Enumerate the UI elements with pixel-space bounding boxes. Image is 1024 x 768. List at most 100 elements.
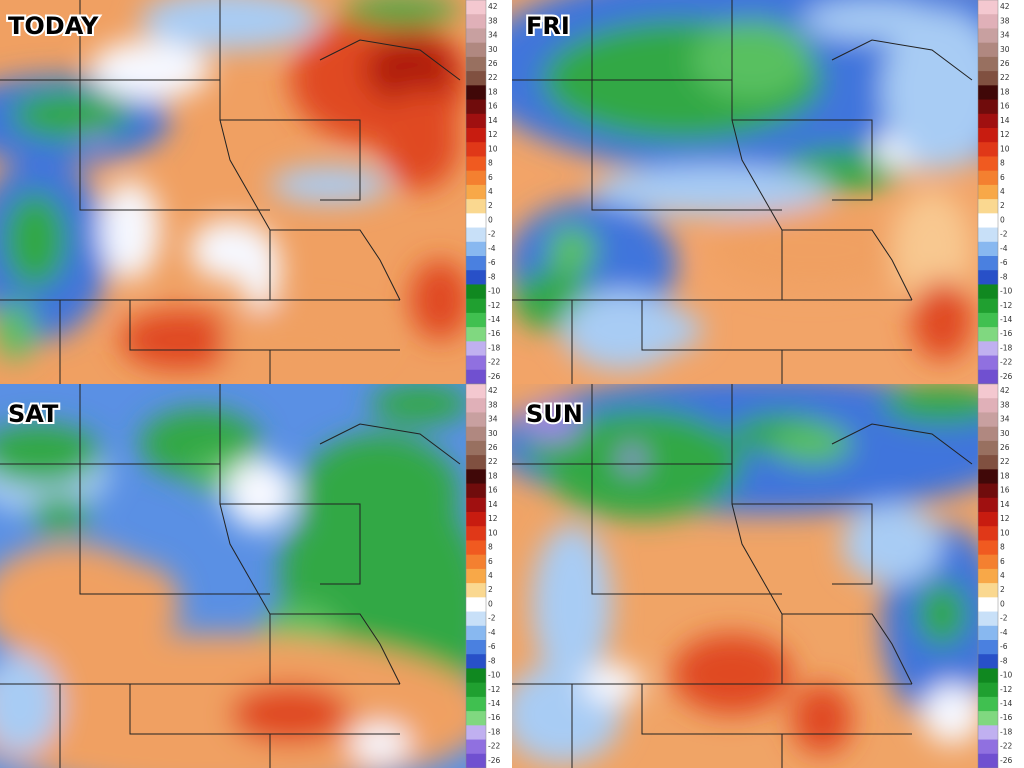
scale-label: 2: [1000, 585, 1005, 594]
field-area: [802, 0, 942, 40]
field-area: [410, 260, 466, 340]
scale-swatch: [978, 426, 998, 442]
scale-swatch: [466, 497, 486, 513]
map: [0, 384, 466, 768]
borders: [512, 384, 973, 768]
scale-label: 6: [1000, 557, 1005, 566]
scale-label: 16: [1000, 102, 1010, 111]
scale-label: 18: [1000, 471, 1010, 480]
scale-frame: [977, 383, 999, 768]
scale-swatch: [978, 270, 998, 285]
field-area: [230, 684, 350, 744]
scale-label: -8: [1000, 272, 1008, 281]
scale-swatch: [466, 99, 486, 115]
scale-label: -10: [488, 287, 500, 296]
field-area: [3, 192, 67, 288]
scale-label: 0: [1000, 599, 1005, 608]
scale-swatch: [978, 597, 998, 613]
scale-label: -10: [1000, 287, 1012, 296]
field-area: [380, 90, 460, 190]
scale-swatch: [978, 14, 998, 29]
scale-label: 26: [488, 443, 498, 452]
scale-swatch: [978, 611, 998, 627]
scale-swatch: [466, 640, 486, 655]
scale-swatch: [466, 56, 486, 72]
field-area: [917, 582, 967, 646]
scale-swatch: [978, 455, 998, 470]
scale-swatch: [978, 256, 998, 271]
state-border: [129, 684, 271, 768]
scale-swatch: [466, 170, 486, 186]
scale-label: -14: [1000, 315, 1012, 324]
field-area: [100, 564, 180, 644]
state-border: [641, 300, 783, 384]
scale-swatch: [466, 625, 486, 641]
field-area: [772, 424, 852, 464]
scale-swatch: [466, 42, 486, 58]
scale-swatch: [978, 284, 998, 300]
scale-swatch: [978, 42, 998, 58]
scale-swatch: [978, 355, 998, 371]
scale-swatch: [978, 128, 998, 143]
field-area: [0, 654, 60, 754]
scale-swatch: [466, 184, 486, 200]
scale-swatch: [466, 696, 486, 712]
scale-label: -4: [488, 628, 496, 637]
map-panel: FRI423834302622181614121086420-2-4-6-8-1…: [512, 0, 1012, 385]
scale-label: 0: [488, 215, 493, 224]
scale-label: 18: [488, 471, 498, 480]
scale-label: 26: [488, 59, 498, 68]
scale-swatch: [978, 298, 998, 314]
field-area: [30, 496, 90, 532]
scale-swatch: [978, 526, 998, 541]
field-area: [882, 384, 978, 424]
scale-label: 26: [1000, 443, 1010, 452]
scale-label: -8: [488, 272, 496, 281]
field-area: [842, 504, 942, 584]
scale-label: -8: [1000, 656, 1008, 665]
scale-label: -10: [1000, 671, 1012, 680]
scale-swatch: [466, 654, 486, 669]
scale-label: 42: [488, 2, 498, 11]
scale-swatch: [466, 28, 486, 44]
state-border: [319, 423, 461, 465]
scale-label: -6: [488, 258, 496, 267]
scale-label: 8: [488, 543, 493, 552]
scale-swatch: [466, 682, 486, 698]
field-area: [712, 210, 912, 290]
map-panel: TODAY423834302622181614121086420-2-4-6-8…: [0, 0, 500, 385]
field-area: [620, 445, 644, 473]
field-area: [340, 0, 460, 27]
scale-swatch: [978, 398, 998, 413]
scale-label: 8: [488, 159, 493, 168]
scale-swatch: [466, 597, 486, 613]
scale-label: -26: [1000, 756, 1012, 765]
scale-label: 34: [1000, 31, 1010, 40]
scale-swatch: [978, 682, 998, 698]
field-area: [140, 0, 320, 50]
scale-swatch: [466, 455, 486, 470]
state-border: [641, 684, 783, 768]
scale-label: -18: [1000, 343, 1012, 352]
field-area: [892, 190, 972, 310]
scale-label: -16: [488, 329, 500, 338]
scale-label: 34: [1000, 415, 1010, 424]
scale-swatch: [466, 668, 486, 684]
scale-swatch: [466, 369, 486, 385]
scale-swatch: [978, 696, 998, 712]
scale-label: 30: [488, 45, 498, 54]
scale-label: -2: [1000, 230, 1008, 239]
scale-swatch: [978, 227, 998, 243]
scale-swatch: [978, 170, 998, 186]
scale-label: 16: [488, 102, 498, 111]
scale-label: 2: [488, 201, 493, 210]
scale-label: 42: [1000, 2, 1010, 11]
scale-swatch: [466, 227, 486, 243]
scale-label: -22: [488, 742, 500, 751]
scale-swatch: [978, 56, 998, 72]
scale-label: 10: [488, 144, 498, 153]
scale-swatch: [978, 725, 998, 741]
field-area: [270, 167, 390, 203]
scale-swatch: [466, 241, 486, 257]
scale-swatch: [978, 753, 998, 768]
